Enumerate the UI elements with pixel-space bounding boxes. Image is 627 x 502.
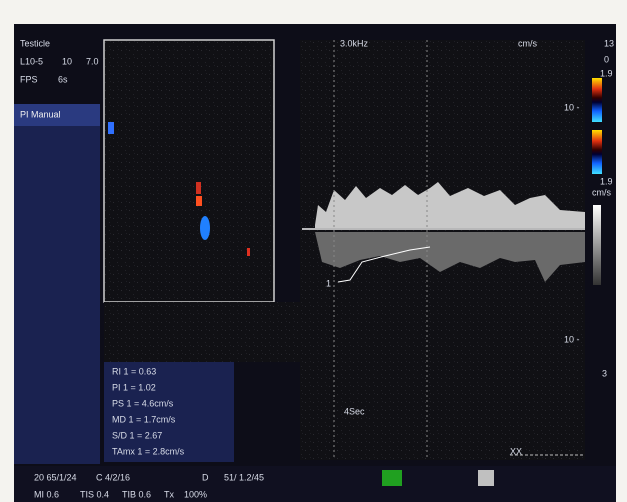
status: 51/ 1.2/45: [224, 472, 264, 482]
status: D: [202, 472, 209, 482]
fps-label: FPS: [20, 74, 38, 84]
fps: 6s: [58, 74, 68, 84]
probe-val: 10: [62, 56, 72, 66]
status: C 4/2/16: [96, 472, 130, 482]
status: 20 65/1/24: [34, 472, 77, 482]
prf: 3.0kHz: [340, 38, 369, 48]
unit: cm/s: [518, 38, 537, 48]
b-mode-lower: [104, 302, 304, 362]
measurement: PS 1 = 4.6cm/s: [112, 398, 174, 408]
status: MI 0.6: [34, 489, 59, 499]
gray-bar: [593, 205, 601, 285]
b-mode-image: [104, 40, 274, 302]
color-bar: [592, 78, 602, 122]
bar-label: 1.9: [600, 68, 613, 78]
scale: 10 -: [564, 102, 580, 112]
bar-label: 0: [604, 54, 609, 64]
exam: Testicle: [20, 38, 50, 48]
status-icon[interactable]: [382, 470, 402, 486]
status: TIB 0.6: [122, 489, 151, 499]
mode[interactable]: PI Manual: [20, 109, 61, 119]
left-panel: [14, 104, 100, 464]
color-flow: [196, 182, 201, 194]
status: TIS 0.4: [80, 489, 109, 499]
measurement: S/D 1 = 2.67: [112, 430, 162, 440]
status-icon[interactable]: [478, 470, 494, 486]
footer: XX: [510, 446, 522, 456]
screenshot: Testicle L10-5 10 7.0 FPS 6s PI Manual 3…: [0, 0, 627, 502]
marker: 1: [326, 278, 331, 288]
color-flow: [247, 248, 250, 256]
bar-label: 1.9: [600, 176, 613, 186]
scale: 10 -: [564, 334, 580, 344]
status: Tx: [164, 489, 174, 499]
color-flow: [196, 196, 202, 206]
status: 100%: [184, 489, 207, 499]
sweep: 4Sec: [344, 406, 365, 416]
measurement: PI 1 = 1.02: [112, 382, 156, 392]
measurement: RI 1 = 0.63: [112, 366, 156, 376]
color-flow: [108, 122, 114, 134]
bar-label: 13: [604, 38, 614, 48]
probe: L10-5: [20, 56, 43, 66]
color-bar: [592, 130, 602, 174]
measurement: MD 1 = 1.7cm/s: [112, 414, 176, 424]
probe-val: 7.0: [86, 56, 99, 66]
bar-label: cm/s: [592, 187, 611, 197]
measurement: TAmx 1 = 2.8cm/s: [112, 446, 185, 456]
bar-label: 3: [602, 368, 607, 378]
color-flow: [200, 216, 210, 240]
